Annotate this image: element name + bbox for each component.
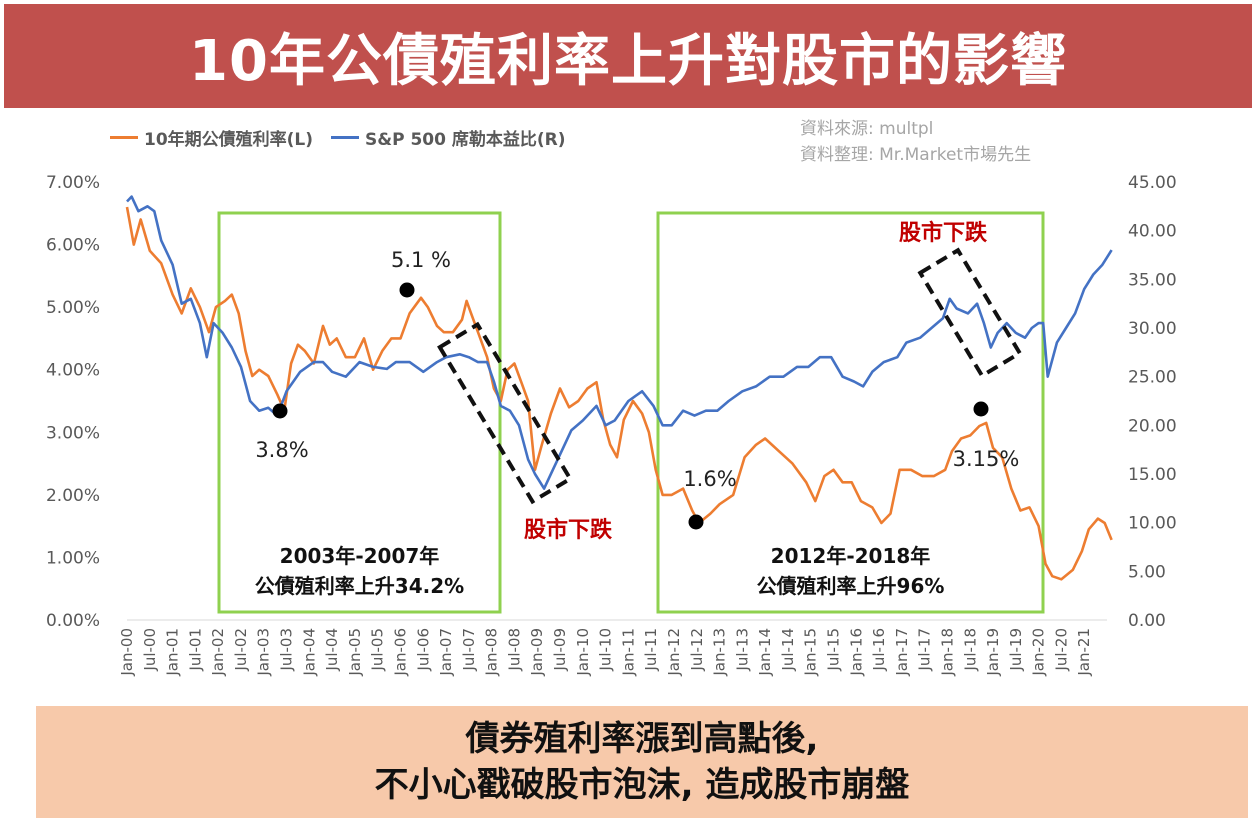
- x-tick-label: Jan-14: [756, 628, 774, 677]
- y-left-tick-label: 1.00%: [46, 548, 100, 568]
- annotation-marker: [688, 514, 704, 530]
- region-label-change: 公債殖利率上升96%: [757, 574, 945, 598]
- x-tick-label: Jan-00: [118, 628, 136, 677]
- x-tick-label: Jan-10: [574, 628, 592, 677]
- y-left-tick-label: 4.00%: [46, 361, 100, 381]
- annotation-marker: [272, 403, 288, 419]
- region-label-period: 2003年-2007年: [280, 544, 440, 568]
- x-tick-label: Jul-00: [141, 628, 159, 672]
- x-tick-label: Jan-19: [984, 628, 1002, 677]
- y-right-tick-label: 40.00: [1128, 222, 1177, 242]
- x-tick-label: Jan-20: [1030, 628, 1048, 677]
- legend-label-pe: S&P 500 席勒本益比(R): [365, 129, 566, 150]
- x-tick-label: Jul-09: [551, 628, 569, 672]
- footer-caption: 債券殖利率漲到高點後, 不小心戳破股市泡沫, 造成股市崩盤: [36, 706, 1248, 818]
- title-banner: 10年公債殖利率上升對股市的影響: [4, 4, 1252, 108]
- y-right-tick-label: 45.00: [1128, 173, 1177, 193]
- drop-dashed-box: [917, 247, 1023, 379]
- highlight-region-box: [217, 211, 502, 614]
- x-tick-label: Jul-13: [733, 628, 751, 672]
- drop-label: 股市下跌: [899, 220, 988, 246]
- x-tick-label: Jan-21: [1075, 628, 1093, 677]
- x-tick-label: Jan-16: [847, 628, 865, 677]
- x-tick-label: Jan-09: [528, 628, 546, 677]
- source-line-2: 資料整理: Mr.Market市場先生: [800, 145, 1032, 165]
- y-right-tick-label: 30.00: [1128, 319, 1177, 339]
- x-tick-label: Jan-08: [483, 628, 501, 677]
- x-tick-label: Jul-06: [414, 628, 432, 672]
- chart-legend: 10年期公債殖利率(L) S&P 500 席勒本益比(R): [110, 124, 566, 150]
- page-title: 10年公債殖利率上升對股市的影響: [189, 28, 1067, 94]
- x-tick-label: Jul-15: [825, 628, 843, 672]
- chart-area: 0.00% 1.00% 2.00% 3.00% 4.00% 5.00% 6.00% 7.00%…: [46, 173, 1177, 677]
- annotation-label: 3.15%: [953, 447, 1020, 471]
- x-tick-label: Jul-19: [1007, 628, 1025, 672]
- annotation-marker: [973, 401, 989, 417]
- y-right-tick-label: 10.00: [1128, 514, 1177, 534]
- drop-label: 股市下跌: [524, 517, 613, 543]
- annotation-label: 1.6%: [683, 467, 736, 491]
- x-tick-label: Jan-13: [711, 628, 729, 677]
- legend-swatch-yield: [110, 135, 138, 139]
- drop-dashed-box: [437, 321, 573, 505]
- region-label-period: 2012年-2018年: [771, 544, 931, 568]
- x-tick-label: Jul-02: [232, 628, 250, 672]
- y-right-tick-label: 25.00: [1128, 368, 1177, 388]
- legend-label-yield: 10年期公債殖利率(L): [144, 129, 314, 150]
- y-right-tick-label: 35.00: [1128, 270, 1177, 290]
- footer-line-2: 不小心戳破股市泡沫, 造成股市崩盤: [374, 765, 910, 805]
- x-tick-label: Jul-12: [688, 628, 706, 672]
- y-left-tick-label: 5.00%: [46, 298, 100, 318]
- y-left-tick-label: 2.00%: [46, 486, 100, 506]
- x-tick-label: Jan-12: [665, 628, 683, 677]
- x-tick-label: Jan-11: [619, 628, 637, 677]
- x-tick-label: Jul-18: [961, 628, 979, 672]
- annotation-label: 5.1 %: [391, 248, 451, 272]
- x-tick-label: Jul-11: [642, 628, 660, 672]
- x-tick-label: Jul-10: [597, 628, 615, 672]
- x-tick-label: Jul-16: [870, 628, 888, 672]
- x-tick-label: Jul-04: [323, 628, 341, 672]
- y-left-tick-label: 3.00%: [46, 423, 100, 443]
- x-tick-label: Jan-05: [346, 628, 364, 677]
- annotation-label: 3.8%: [255, 438, 308, 462]
- x-tick-label: Jul-07: [460, 628, 478, 672]
- x-tick-label: Jul-17: [916, 628, 934, 672]
- x-tick-label: Jan-17: [893, 628, 911, 677]
- x-tick-label: Jan-04: [300, 628, 318, 677]
- footer-line-1: 債券殖利率漲到高點後,: [465, 719, 819, 759]
- x-tick-label: Jan-18: [938, 628, 956, 677]
- annotation-marker: [399, 282, 415, 298]
- legend-item-pe: S&P 500 席勒本益比(R): [331, 125, 566, 150]
- y-left-tick-label: 0.00%: [46, 611, 100, 631]
- legend-item-yield: 10年期公債殖利率(L): [110, 125, 313, 150]
- x-tick-label: Jan-02: [209, 628, 227, 677]
- x-tick-label: Jul-01: [186, 628, 204, 672]
- x-tick-label: Jul-03: [278, 628, 296, 672]
- pe-series-line: [126, 195, 1113, 490]
- x-tick-label: Jul-05: [369, 628, 387, 672]
- x-tick-label: Jan-03: [255, 628, 273, 677]
- y-right-tick-label: 0.00: [1128, 611, 1166, 631]
- x-tick-label: Jan-06: [391, 628, 409, 677]
- y-left-tick-label: 7.00%: [46, 173, 100, 193]
- region-label-change: 公債殖利率上升34.2%: [255, 574, 464, 598]
- x-tick-label: Jan-01: [164, 628, 182, 677]
- y-left-tick-label: 6.00%: [46, 236, 100, 256]
- y-right-tick-label: 5.00: [1128, 562, 1166, 582]
- legend-swatch-pe: [331, 135, 360, 139]
- y-right-tick-label: 15.00: [1128, 465, 1177, 485]
- x-tick-label: Jul-08: [505, 628, 523, 672]
- source-note: 資料來源: multpl 資料整理: Mr.Market市場先生: [800, 116, 1031, 168]
- source-line-1: 資料來源: multpl: [800, 119, 934, 139]
- x-tick-label: Jan-07: [437, 628, 455, 677]
- x-tick-label: Jul-14: [779, 628, 797, 672]
- x-tick-label: Jan-15: [802, 628, 820, 677]
- x-tick-label: Jul-20: [1052, 628, 1070, 672]
- y-right-tick-label: 20.00: [1128, 416, 1177, 436]
